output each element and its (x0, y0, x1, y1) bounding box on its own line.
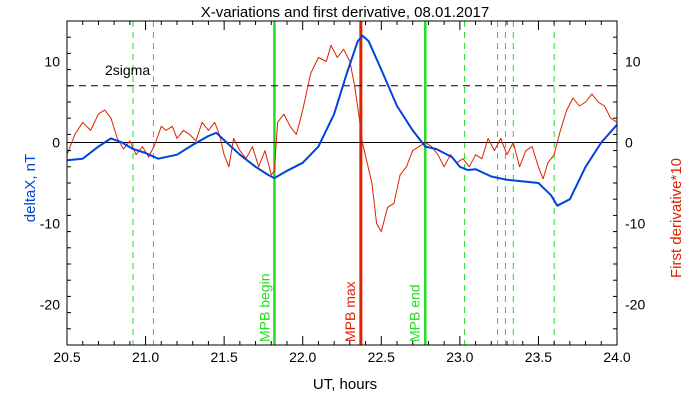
series-deltax-line (66, 34, 618, 207)
event-marker-label: MPB begin (256, 274, 272, 342)
y-tick-label-right: -20 (625, 297, 645, 313)
markers-layer (132, 21, 555, 345)
x-tick-label: 20.5 (53, 349, 80, 365)
y-tick-label-right: 10 (625, 54, 641, 70)
event-marker-label: MPB end (406, 284, 422, 342)
y-tick-label-left: 0 (52, 135, 60, 151)
x-tick-label: 21.5 (211, 349, 238, 365)
y-axis-label-left: deltaX, nT (22, 154, 39, 222)
x-tick-label: 21.0 (132, 349, 159, 365)
ticks-layer: 20.5 21.0 21.5 22.0 22.5 23.0 23.5 24.0 10 10 0 0 -1… (40, 20, 645, 365)
threshold-label: 2sigma (105, 62, 150, 78)
x-tick-label: 24.0 (603, 349, 630, 365)
reference-lines-layer: 2sigma (67, 62, 617, 143)
y-tick-label-left: -20 (40, 297, 60, 313)
y-tick-label-right: -10 (625, 216, 645, 232)
x-tick-label: 22.0 (289, 349, 316, 365)
y-tick-label-left: -10 (40, 216, 60, 232)
labels-layer: X-variations and first derivative, 08.01… (22, 4, 685, 393)
x-tick-label: 23.5 (525, 349, 552, 365)
y-tick-label-left: 10 (44, 54, 60, 70)
y-tick-label-right: 0 (625, 135, 633, 151)
series-derivative-line (66, 44, 618, 233)
chart-title: X-variations and first derivative, 08.01… (201, 4, 490, 21)
series-layer (66, 34, 618, 233)
x-tick-label: 23.0 (446, 349, 473, 365)
y-axis-label-right: First derivative*10 (668, 158, 685, 278)
x-axis-label: UT, hours (313, 376, 377, 393)
x-tick-label: 22.5 (368, 349, 395, 365)
event-marker-label: MPB max (342, 281, 358, 342)
